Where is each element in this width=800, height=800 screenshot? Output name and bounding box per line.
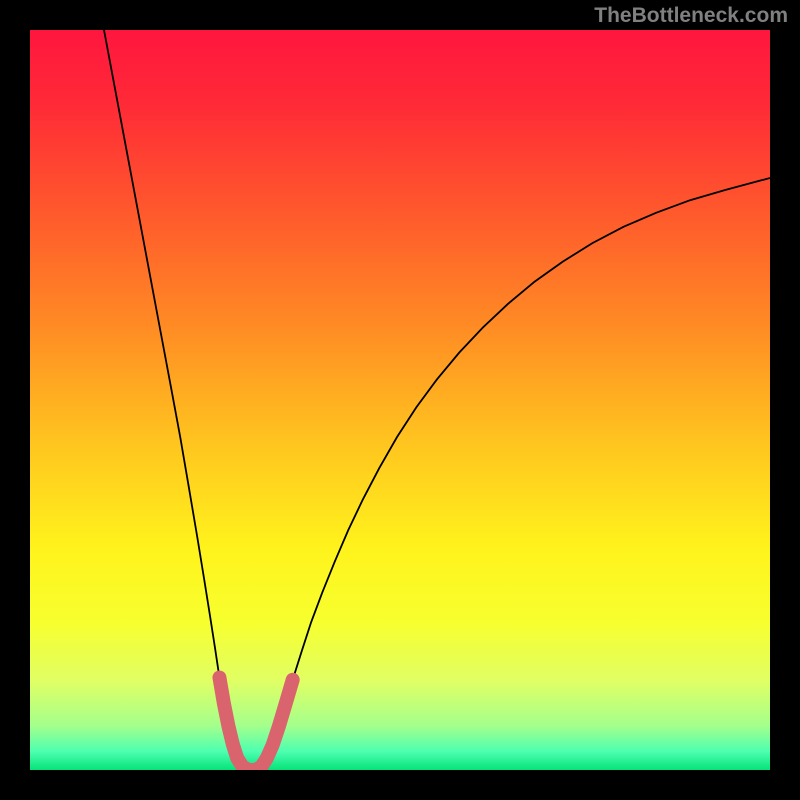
chart-plot [0,0,800,800]
plot-background [30,30,770,770]
watermark-label: TheBottleneck.com [594,4,788,28]
frame-bottom [0,770,800,800]
frame-right [770,0,800,800]
frame-left [0,0,30,800]
